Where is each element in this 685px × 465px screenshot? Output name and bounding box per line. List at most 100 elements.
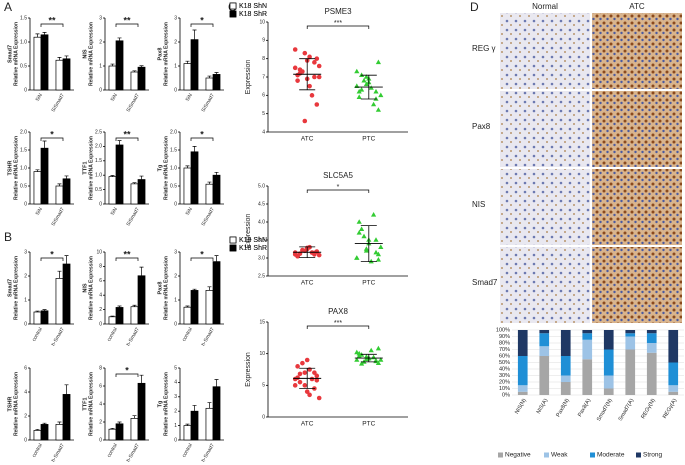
bar-segment [517, 356, 528, 386]
y-tick-label: 3 [24, 249, 27, 255]
y-tick-label: 0% [502, 392, 510, 398]
x-tick-label: REGγ(N) [640, 398, 656, 420]
error-bar [57, 421, 62, 425]
bar [33, 36, 42, 91]
y-tick-label: 0.5 [170, 183, 177, 189]
bar-segment [603, 375, 614, 389]
row-label: REG γ [472, 44, 496, 53]
error-bar [207, 181, 212, 185]
y-axis-label: Relative mRNA Expression [13, 22, 19, 86]
column-header: Normal [532, 2, 558, 11]
error-bar [185, 423, 190, 426]
x-tick-label: PTC [362, 421, 375, 428]
error-bar [132, 304, 137, 307]
y-tick-label: 2.0 [95, 144, 102, 150]
y-tick-label: 2 [99, 39, 102, 45]
row-label: NIS [472, 200, 485, 209]
y-tick-label: 0.5 [20, 183, 27, 189]
significance-label: ** [123, 129, 131, 139]
data-point [300, 360, 305, 366]
sd-bar [360, 225, 377, 262]
bar [108, 176, 117, 205]
chart-title: PSME3 [324, 7, 352, 16]
error-bar [42, 140, 47, 149]
x-tick-label: Pax8(A) [577, 398, 592, 418]
error-bar [35, 310, 40, 312]
data-point [312, 74, 317, 80]
x-tick-label: h-Smad7 [51, 442, 66, 463]
y-tick-label: 15 [259, 319, 265, 325]
bar-segment [625, 330, 636, 334]
legend-swatch [636, 452, 641, 458]
bar-segment [646, 352, 657, 395]
panel-label: D [470, 0, 479, 14]
bar [212, 261, 221, 325]
x-tick-label: control [106, 327, 119, 343]
y-tick-label: 1 [174, 63, 177, 69]
error-bar [35, 169, 40, 172]
y-tick-label: 0.5 [20, 63, 27, 69]
y-tick-label: 1.0 [95, 173, 102, 179]
y-tick-label: 3 [99, 15, 102, 21]
error-bar [42, 309, 47, 311]
y-axis-label: Relative mRNA Expression [163, 256, 169, 320]
error-bar [35, 429, 40, 431]
y-title: Tg [157, 401, 163, 408]
y-title: NIS [82, 283, 88, 293]
data-point [316, 395, 322, 401]
significance-label: * [200, 249, 204, 259]
y-tick-label: 0 [24, 87, 27, 93]
bar [115, 40, 124, 91]
bar [108, 316, 117, 325]
legend-swatch [229, 10, 237, 18]
bar-segment [625, 336, 636, 350]
y-tick-label: 2 [174, 273, 177, 279]
x-tick-label: NIS(A) [536, 398, 550, 415]
significance-label: * [200, 15, 204, 25]
legend-swatch [229, 236, 237, 244]
bar [130, 71, 139, 91]
bar-segment [582, 330, 593, 334]
bar [40, 147, 49, 205]
y-tick-label: 2 [174, 409, 177, 415]
bar-segment [668, 362, 679, 386]
x-tick-label: SiSmad7 [126, 92, 141, 113]
bar [108, 428, 117, 441]
legend-label: Moderate [597, 452, 625, 459]
y-tick-label: 1 [174, 423, 177, 429]
significance-bracket [115, 257, 139, 261]
bar [55, 424, 64, 441]
significance-bracket [115, 23, 139, 27]
data-point [295, 78, 300, 83]
bar [115, 423, 124, 441]
bar [33, 430, 42, 441]
data-point [354, 68, 360, 74]
data-point [295, 375, 300, 381]
error-bar [42, 32, 47, 35]
y-tick-label: 4 [262, 129, 265, 135]
y-title: Tg [157, 165, 163, 172]
bar [212, 74, 221, 91]
error-bar [185, 305, 190, 308]
data-point [361, 359, 367, 364]
error-bar [132, 415, 137, 419]
data-point [302, 50, 308, 56]
bar [183, 425, 192, 441]
data-point [297, 67, 303, 72]
legend-label: Negative [505, 452, 531, 459]
y-tick-label: 60% [499, 353, 510, 359]
data-point [378, 357, 384, 362]
ihc-image [592, 91, 682, 167]
significance-label: *** [334, 20, 342, 27]
significance-bracket [40, 23, 64, 27]
y-tick-label: 1.5 [95, 158, 102, 164]
error-bar [64, 255, 69, 264]
y-tick-label: 5.0 [258, 183, 265, 189]
x-tick-label: ATC [301, 280, 314, 287]
y-tick-label: 4 [174, 380, 177, 386]
legend-label: Strong [643, 452, 663, 459]
data-point [292, 47, 298, 52]
x-tick-label: SiSmad7 [51, 206, 66, 227]
bar-segment [517, 330, 528, 356]
